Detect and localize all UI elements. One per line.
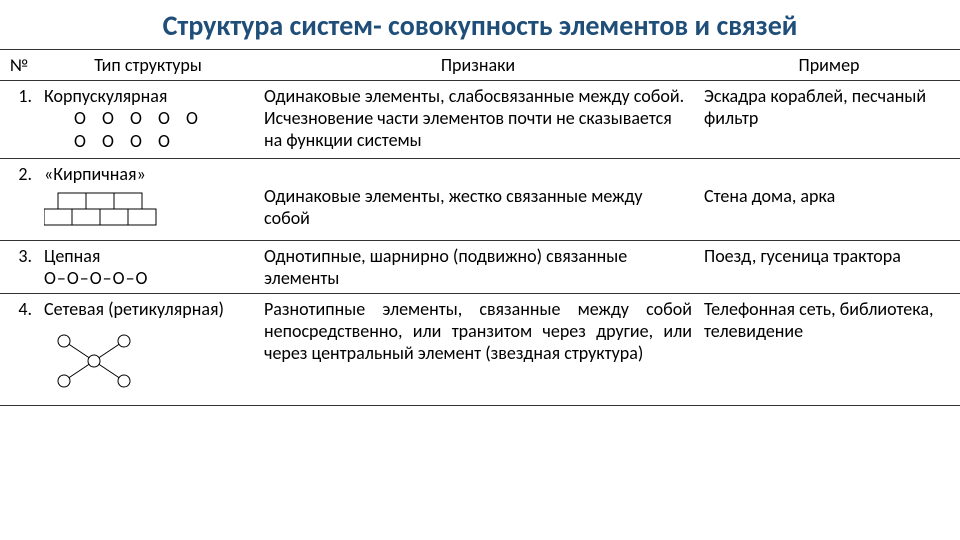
row3-type: Цепная О–О–О–О–О (38, 240, 258, 293)
network-svg (44, 326, 154, 396)
row2-example: Стена дома, арка (698, 158, 960, 240)
table-row: 4. Сетевая (ретикулярная) Разнотипные эл… (0, 293, 960, 405)
row4-num: 4. (0, 293, 38, 405)
row3-num: 3. (0, 240, 38, 293)
circles-line1: О О О О О (74, 107, 204, 129)
row3-type-name: Цепная (44, 245, 100, 267)
row2-sign-text: Одинаковые элементы, жестко связанные ме… (264, 185, 643, 229)
table-header-row: № Тип структуры Признаки Пример (0, 50, 960, 81)
row4-example: Телефонная сеть, библиотека, телевидение (698, 293, 960, 405)
corpuscular-diagram: О О О О О О О О О (44, 107, 252, 154)
row2-ex-text: Стена дома, арка (704, 185, 835, 207)
row1-example: Эскадра кораблей, песчаный фильтр (698, 81, 960, 159)
table-row: 3. Цепная О–О–О–О–О Однотипные, шарнирно… (0, 240, 960, 293)
row3-sign: Однотипные, шарнирно (подвижно) связанны… (258, 240, 698, 293)
circles-line2: О О О О (74, 130, 176, 152)
brick-svg (44, 191, 174, 231)
row4-type-name: Сетевая (ретикулярная) (44, 298, 224, 320)
page-title: Структура систем- совокупность элементов… (0, 0, 960, 49)
table-row: 1. Корпускулярная О О О О О О О О О Один… (0, 81, 960, 159)
col-type: Тип структуры (38, 50, 258, 81)
brick-diagram (44, 191, 252, 236)
row2-sign: Одинаковые элементы, жестко связанные ме… (258, 158, 698, 240)
row4-type: Сетевая (ретикулярная) (38, 293, 258, 405)
structure-table: № Тип структуры Признаки Пример 1. Корпу… (0, 49, 960, 406)
table-row: 2. «Кирпичная» Одинаковые элементы, жест… (0, 158, 960, 240)
col-sign: Признаки (258, 50, 698, 81)
row2-num: 2. (0, 158, 38, 240)
row2-type: «Кирпичная» (38, 158, 258, 240)
row1-type-name: Корпускулярная (44, 85, 167, 107)
col-example: Пример (698, 50, 960, 81)
row4-sign: Разнотипные элементы, связанные между со… (258, 293, 698, 405)
row1-sign: Одинаковые элементы, слабосвязанные межд… (258, 81, 698, 159)
col-num: № (0, 50, 38, 81)
network-diagram (44, 326, 252, 401)
row1-type: Корпускулярная О О О О О О О О О (38, 81, 258, 159)
row2-type-name: «Кирпичная» (44, 163, 146, 185)
row3-example: Поезд, гусеница трактора (698, 240, 960, 293)
row1-num: 1. (0, 81, 38, 159)
chain-diagram: О–О–О–О–О (44, 267, 148, 289)
